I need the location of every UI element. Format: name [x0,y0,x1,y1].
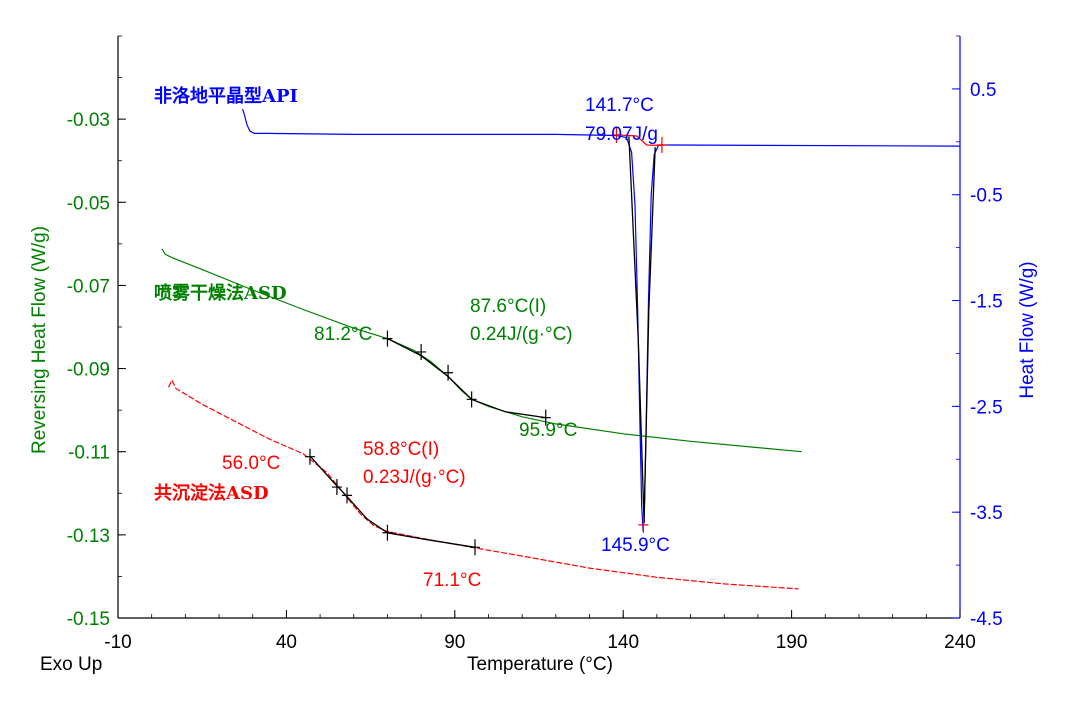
x-tick-label-4: 190 [776,632,808,653]
y-right-axis-label: Heat Flow (W/g) [1017,261,1038,398]
spray-onset-label: 81.2°C [314,324,372,345]
api-mark-peak [638,516,649,533]
x-tick-label-3: 140 [607,632,639,653]
api-peak-tangent-2 [643,147,656,523]
x-tick-label-1: 40 [276,632,297,653]
spray-series-label: 喷雾干燥法ASD [154,282,287,304]
api-peak-tangent [628,136,645,523]
spray-end-label: 95.9°C [519,420,577,441]
x-tick-label-5: 240 [944,632,976,653]
x-axis-label: Temperature (°C) [467,654,613,675]
y-left-axis-label: Reversing Heat Flow (W/g) [29,226,50,454]
api-onset-label: 141.7°C [585,95,654,116]
y-right-tick-label-0: 0.5 [970,80,996,101]
series-layer [161,108,961,590]
coprecip-onset-label: 56.0°C [222,453,280,474]
analysis-marks [304,126,667,556]
y-left-tick-label-1: -0.05 [67,193,110,214]
coprecip-end-label: 71.1°C [423,570,481,591]
y-right-tick-label-4: -3.5 [970,503,1003,524]
coprecip-mark-end [470,539,481,556]
y-right-tick-label-3: -2.5 [970,397,1003,418]
api-series-label: 非洛地平晶型API [154,85,298,107]
api-mark-start [611,126,622,143]
spray-mark-onset [382,330,393,347]
y-left-tick-label-0: -0.03 [67,110,110,131]
x-tick-label-2: 90 [444,632,465,653]
spray-tangent-2 [471,398,546,419]
api-enthalpy-label: 79.07J/g [585,124,658,145]
api-mark-end [656,136,667,153]
y-left-tick-label-6: -0.15 [67,609,110,630]
spray-mark-tg [443,364,454,381]
y-left-tick-label-5: -0.13 [67,526,110,547]
series-line-1 [242,108,961,532]
y-right-tick-label-2: -1.5 [970,292,1003,313]
ticks: -10 40 90 140 190 240 -0.03 -0.05 -0.07 -0.09 -0.1… [67,35,1003,653]
coprecip-tangent-2 [387,532,476,548]
coprecip-mark-1 [331,479,342,496]
spray-mark-2 [466,391,477,408]
y-left-tick-label-2: -0.07 [67,276,110,297]
spray-tg-label: 87.6°C(I) [470,296,546,317]
api-peak-label: 145.9°C [601,535,670,556]
api-integration-baseline [616,134,662,147]
spray-tangent-1 [387,338,473,400]
coprecip-series-label: 共沉淀法ASD [154,482,269,504]
coprecip-mark-onset [304,448,315,465]
x-tick-label-0: -10 [104,632,131,653]
series-line-3 [167,378,799,590]
coprecip-tg-label: 58.8°C(I) [363,439,439,460]
exo-up-label: Exo Up [40,654,102,675]
coprecip-mark-2 [382,524,393,541]
coprecip-mark-tg [342,487,353,504]
y-left-tick-label-3: -0.09 [67,360,110,381]
spray-mark-1 [416,343,427,360]
y-right-tick-label-5: -4.5 [970,609,1003,630]
y-left-tick-label-4: -0.11 [68,443,110,464]
series-line-2 [161,248,802,453]
spray-dcp-label: 0.24J/(g·°C) [470,324,573,345]
y-right-tick-label-1: -0.5 [970,186,1003,207]
spray-mark-end [540,409,551,426]
coprecip-dcp-label: 0.23J/(g·°C) [363,467,466,488]
